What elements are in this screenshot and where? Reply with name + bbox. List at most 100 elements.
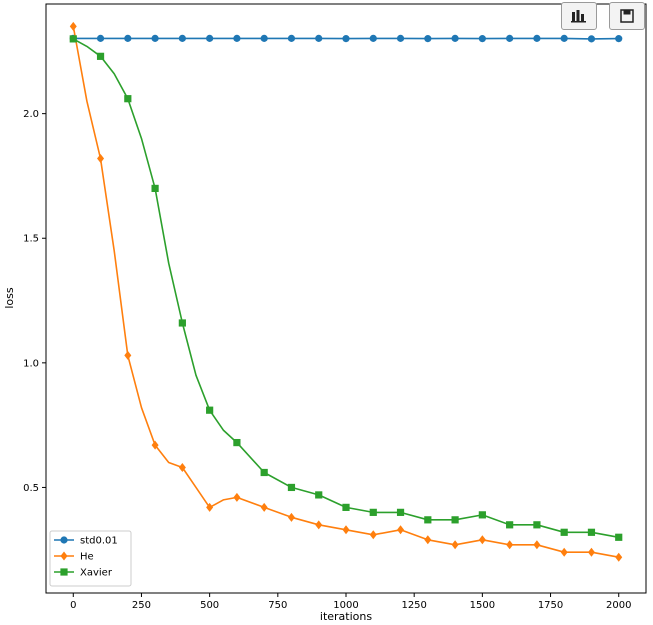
data-point (396, 508, 405, 516)
series-line (72, 38, 619, 539)
data-point (560, 528, 568, 536)
data-point (424, 35, 432, 43)
floppy-disk-icon (620, 9, 634, 23)
data-point (424, 535, 432, 545)
data-point (342, 35, 350, 43)
data-point (369, 508, 377, 516)
data-point (587, 35, 596, 43)
x-tick-label: 2000 (606, 600, 631, 611)
data-point (206, 406, 214, 414)
data-point (615, 552, 623, 562)
data-point (560, 34, 568, 42)
x-tick-label: 1000 (333, 600, 358, 611)
chart-view-button[interactable] (561, 2, 597, 30)
data-point (587, 547, 595, 557)
data-point (69, 35, 77, 43)
data-point (342, 525, 350, 535)
data-point (287, 34, 296, 42)
legend-label: Xavier (80, 568, 113, 579)
data-point (96, 52, 105, 60)
x-axis-label: iterations (320, 610, 372, 623)
save-button[interactable] (609, 2, 645, 30)
data-point (560, 547, 568, 557)
data-point (342, 503, 350, 511)
legend-label: std0.01 (80, 536, 118, 547)
series-xavier (69, 35, 623, 541)
y-axis-label: loss (3, 287, 16, 309)
data-point (206, 34, 214, 42)
data-point (151, 34, 159, 42)
data-point (233, 492, 241, 502)
data-point (533, 540, 541, 550)
data-point (97, 154, 105, 164)
legend: std0.01 He Xavier (49, 530, 132, 587)
data-point (315, 491, 323, 499)
data-point (315, 34, 323, 42)
data-point (533, 521, 541, 529)
data-point (451, 34, 459, 42)
data-point (315, 520, 323, 530)
data-point (260, 34, 268, 42)
data-point (178, 34, 186, 42)
data-point (287, 483, 296, 492)
series-line (72, 26, 619, 558)
axis-ticks: 0 250 500 750 1000 1250 1500 1750 2000 0.5 1.0 1.5 2… (23, 109, 631, 611)
data-point (369, 34, 377, 42)
bar-chart-icon (571, 10, 586, 23)
legend-item: He (54, 551, 94, 563)
data-point (124, 350, 132, 360)
plot-area-frame (45, 3, 647, 594)
data-point (260, 502, 268, 512)
data-point (451, 540, 459, 550)
data-point (124, 95, 132, 103)
data-point (96, 34, 105, 42)
data-point (615, 35, 623, 43)
x-tick-label: 1750 (538, 600, 563, 611)
legend-item: Xavier (54, 568, 113, 579)
y-tick-label: 1.0 (23, 358, 39, 369)
x-tick-label: 1250 (401, 600, 426, 611)
data-point (260, 468, 268, 477)
data-point (369, 530, 377, 540)
data-point (233, 34, 241, 42)
data-point (206, 502, 214, 512)
series-he (69, 21, 623, 562)
data-point (506, 521, 514, 529)
legend-label: He (80, 552, 94, 563)
x-tick-label: 250 (132, 600, 151, 611)
data-point (124, 34, 132, 42)
data-point (506, 34, 514, 42)
data-point (533, 34, 541, 42)
data-point (397, 525, 405, 535)
x-tick-label: 500 (200, 600, 219, 611)
data-point (233, 438, 241, 447)
data-point (424, 516, 432, 524)
x-tick-label: 0 (70, 600, 76, 611)
series-std0-01 (69, 34, 623, 43)
y-tick-label: 2.0 (23, 109, 39, 120)
y-tick-label: 0.5 (23, 483, 39, 494)
data-point (178, 463, 186, 473)
data-point (396, 34, 405, 42)
legend-marker (60, 551, 68, 561)
data-point (178, 319, 186, 327)
data-point (587, 528, 596, 536)
data-point (151, 184, 159, 193)
legend-marker (60, 568, 68, 576)
data-point (506, 540, 514, 550)
data-point (451, 516, 459, 524)
data-point (151, 440, 159, 450)
legend-item: std0.01 (54, 536, 118, 547)
data-point (478, 511, 486, 519)
series-layer (69, 21, 623, 562)
x-tick-label: 750 (268, 600, 287, 611)
data-point (69, 21, 77, 31)
legend-marker (60, 536, 68, 544)
data-point (478, 35, 486, 43)
data-point (478, 535, 486, 545)
data-point (287, 512, 295, 522)
x-tick-label: 1500 (470, 600, 495, 611)
data-point (615, 533, 623, 541)
y-tick-label: 1.5 (23, 234, 39, 245)
